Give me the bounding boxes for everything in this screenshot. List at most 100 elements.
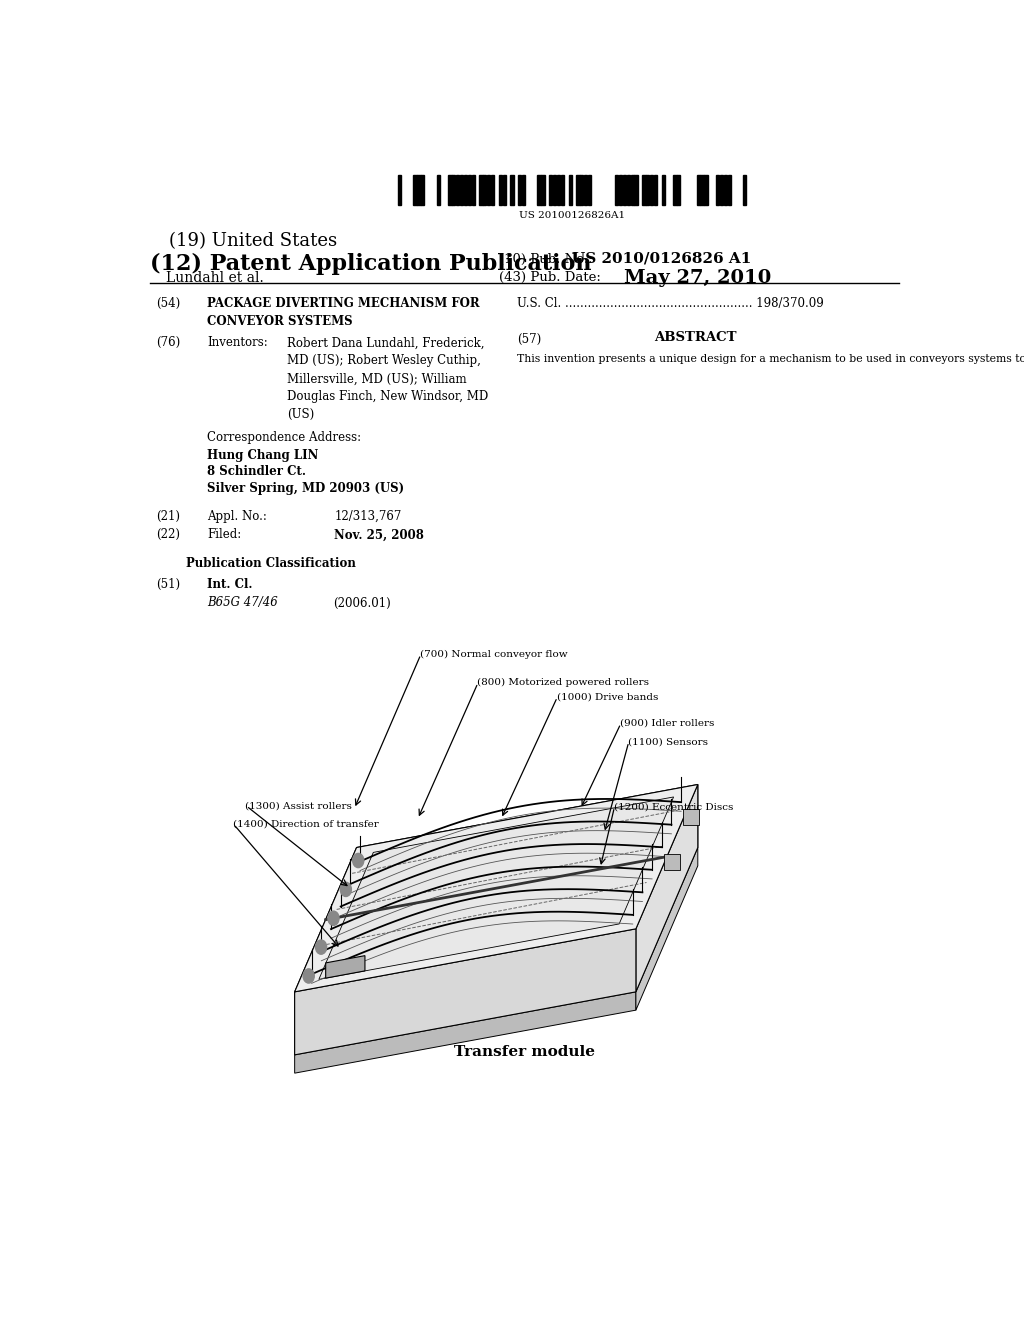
Bar	[642, 174, 645, 205]
Bar	[627, 174, 630, 205]
Bar	[490, 174, 495, 205]
Bar	[584, 174, 588, 205]
Bar	[568, 174, 571, 205]
Polygon shape	[295, 847, 356, 1055]
Bar	[724, 174, 727, 205]
Text: Int. Cl.: Int. Cl.	[207, 578, 253, 591]
Bar	[662, 174, 665, 205]
Bar	[464, 174, 467, 205]
Bar	[553, 174, 556, 205]
Bar	[503, 174, 506, 205]
Text: Nov. 25, 2008: Nov. 25, 2008	[334, 528, 424, 541]
Bar	[743, 174, 746, 205]
Text: Inventors:: Inventors:	[207, 337, 268, 350]
Text: Correspondence Address:: Correspondence Address:	[207, 430, 361, 444]
Text: (1100) Sensors: (1100) Sensors	[628, 738, 708, 746]
Bar	[650, 174, 653, 205]
Bar	[557, 174, 560, 205]
Bar	[522, 174, 525, 205]
Polygon shape	[683, 809, 699, 825]
Bar	[581, 174, 584, 205]
Text: Robert Dana Lundahl, Frederick,
MD (US); Robert Wesley Cuthip,
Millersville, MD : Robert Dana Lundahl, Frederick, MD (US);…	[287, 337, 488, 421]
Text: May 27, 2010: May 27, 2010	[624, 269, 771, 288]
Bar	[417, 174, 421, 205]
Text: Transfer module: Transfer module	[455, 1044, 595, 1059]
Bar	[561, 174, 564, 205]
Bar	[421, 174, 424, 205]
Bar	[499, 174, 502, 205]
Text: (22): (22)	[156, 528, 180, 541]
Text: ABSTRACT: ABSTRACT	[654, 331, 736, 345]
Text: (1200) Eccentric Discs: (1200) Eccentric Discs	[613, 803, 733, 812]
Circle shape	[303, 969, 314, 983]
Bar	[631, 174, 634, 205]
Text: (10) Pub. No.:: (10) Pub. No.:	[500, 253, 593, 265]
Polygon shape	[295, 784, 697, 991]
Text: Silver Spring, MD 20903 (US): Silver Spring, MD 20903 (US)	[207, 482, 404, 495]
Polygon shape	[295, 929, 636, 1055]
Polygon shape	[636, 784, 697, 991]
Bar	[623, 174, 626, 205]
Text: (1000) Drive bands: (1000) Drive bands	[557, 693, 657, 702]
Text: Publication Classification: Publication Classification	[186, 557, 355, 570]
Text: (1300) Assist rollers: (1300) Assist rollers	[246, 801, 352, 810]
Bar	[518, 174, 521, 205]
Text: (900) Idler rollers: (900) Idler rollers	[620, 719, 715, 729]
Text: (800) Motorized powered rollers: (800) Motorized powered rollers	[477, 678, 649, 688]
Bar	[471, 174, 475, 205]
Bar	[720, 174, 723, 205]
Text: U.S. Cl. .................................................. 198/370.09: U.S. Cl. ...............................…	[517, 297, 823, 310]
Circle shape	[340, 882, 351, 896]
Bar	[483, 174, 486, 205]
Bar	[436, 174, 440, 205]
Text: (43) Pub. Date:: (43) Pub. Date:	[500, 271, 601, 284]
Text: (57): (57)	[517, 333, 541, 346]
Polygon shape	[318, 797, 674, 979]
Circle shape	[315, 940, 327, 954]
Bar	[705, 174, 708, 205]
Bar	[510, 174, 514, 205]
Bar	[615, 174, 618, 205]
Bar	[538, 174, 541, 205]
Text: PACKAGE DIVERTING MECHANISM FOR
CONVEYOR SYSTEMS: PACKAGE DIVERTING MECHANISM FOR CONVEYOR…	[207, 297, 480, 327]
Bar	[696, 174, 699, 205]
Polygon shape	[636, 847, 697, 1010]
Text: (54): (54)	[156, 297, 180, 310]
Bar	[635, 174, 638, 205]
Text: (2006.01): (2006.01)	[333, 597, 390, 610]
Bar	[588, 174, 591, 205]
Text: (700) Normal conveyor flow: (700) Normal conveyor flow	[420, 649, 567, 659]
Polygon shape	[326, 956, 365, 978]
Bar	[460, 174, 463, 205]
Circle shape	[352, 854, 364, 867]
Text: (1400) Direction of transfer: (1400) Direction of transfer	[232, 820, 379, 829]
Polygon shape	[295, 991, 636, 1073]
Text: This invention presents a unique design for a mechanism to be used in conveyors : This invention presents a unique design …	[517, 354, 1024, 364]
Bar	[487, 174, 490, 205]
Bar	[542, 174, 545, 205]
Text: Hung Chang LIN: Hung Chang LIN	[207, 449, 318, 462]
Text: (51): (51)	[156, 578, 180, 591]
Bar	[716, 174, 719, 205]
Bar	[549, 174, 552, 205]
Bar	[479, 174, 482, 205]
Bar	[397, 174, 401, 205]
Polygon shape	[664, 854, 680, 870]
Text: (12) Patent Application Publication: (12) Patent Application Publication	[151, 253, 592, 275]
Bar	[654, 174, 657, 205]
Text: US 20100126826A1: US 20100126826A1	[519, 211, 626, 220]
Text: Appl. No.:: Appl. No.:	[207, 510, 267, 523]
Text: (21): (21)	[156, 510, 180, 523]
Text: (76): (76)	[156, 337, 180, 350]
Bar	[449, 174, 452, 205]
Text: Filed:: Filed:	[207, 528, 242, 541]
Bar	[700, 174, 703, 205]
Text: US 2010/0126826 A1: US 2010/0126826 A1	[572, 252, 752, 265]
Bar	[674, 174, 677, 205]
Bar	[414, 174, 417, 205]
Bar	[453, 174, 456, 205]
Bar	[468, 174, 471, 205]
Text: (19) United States: (19) United States	[169, 231, 337, 249]
Circle shape	[328, 911, 339, 925]
Text: B65G 47/46: B65G 47/46	[207, 597, 279, 610]
